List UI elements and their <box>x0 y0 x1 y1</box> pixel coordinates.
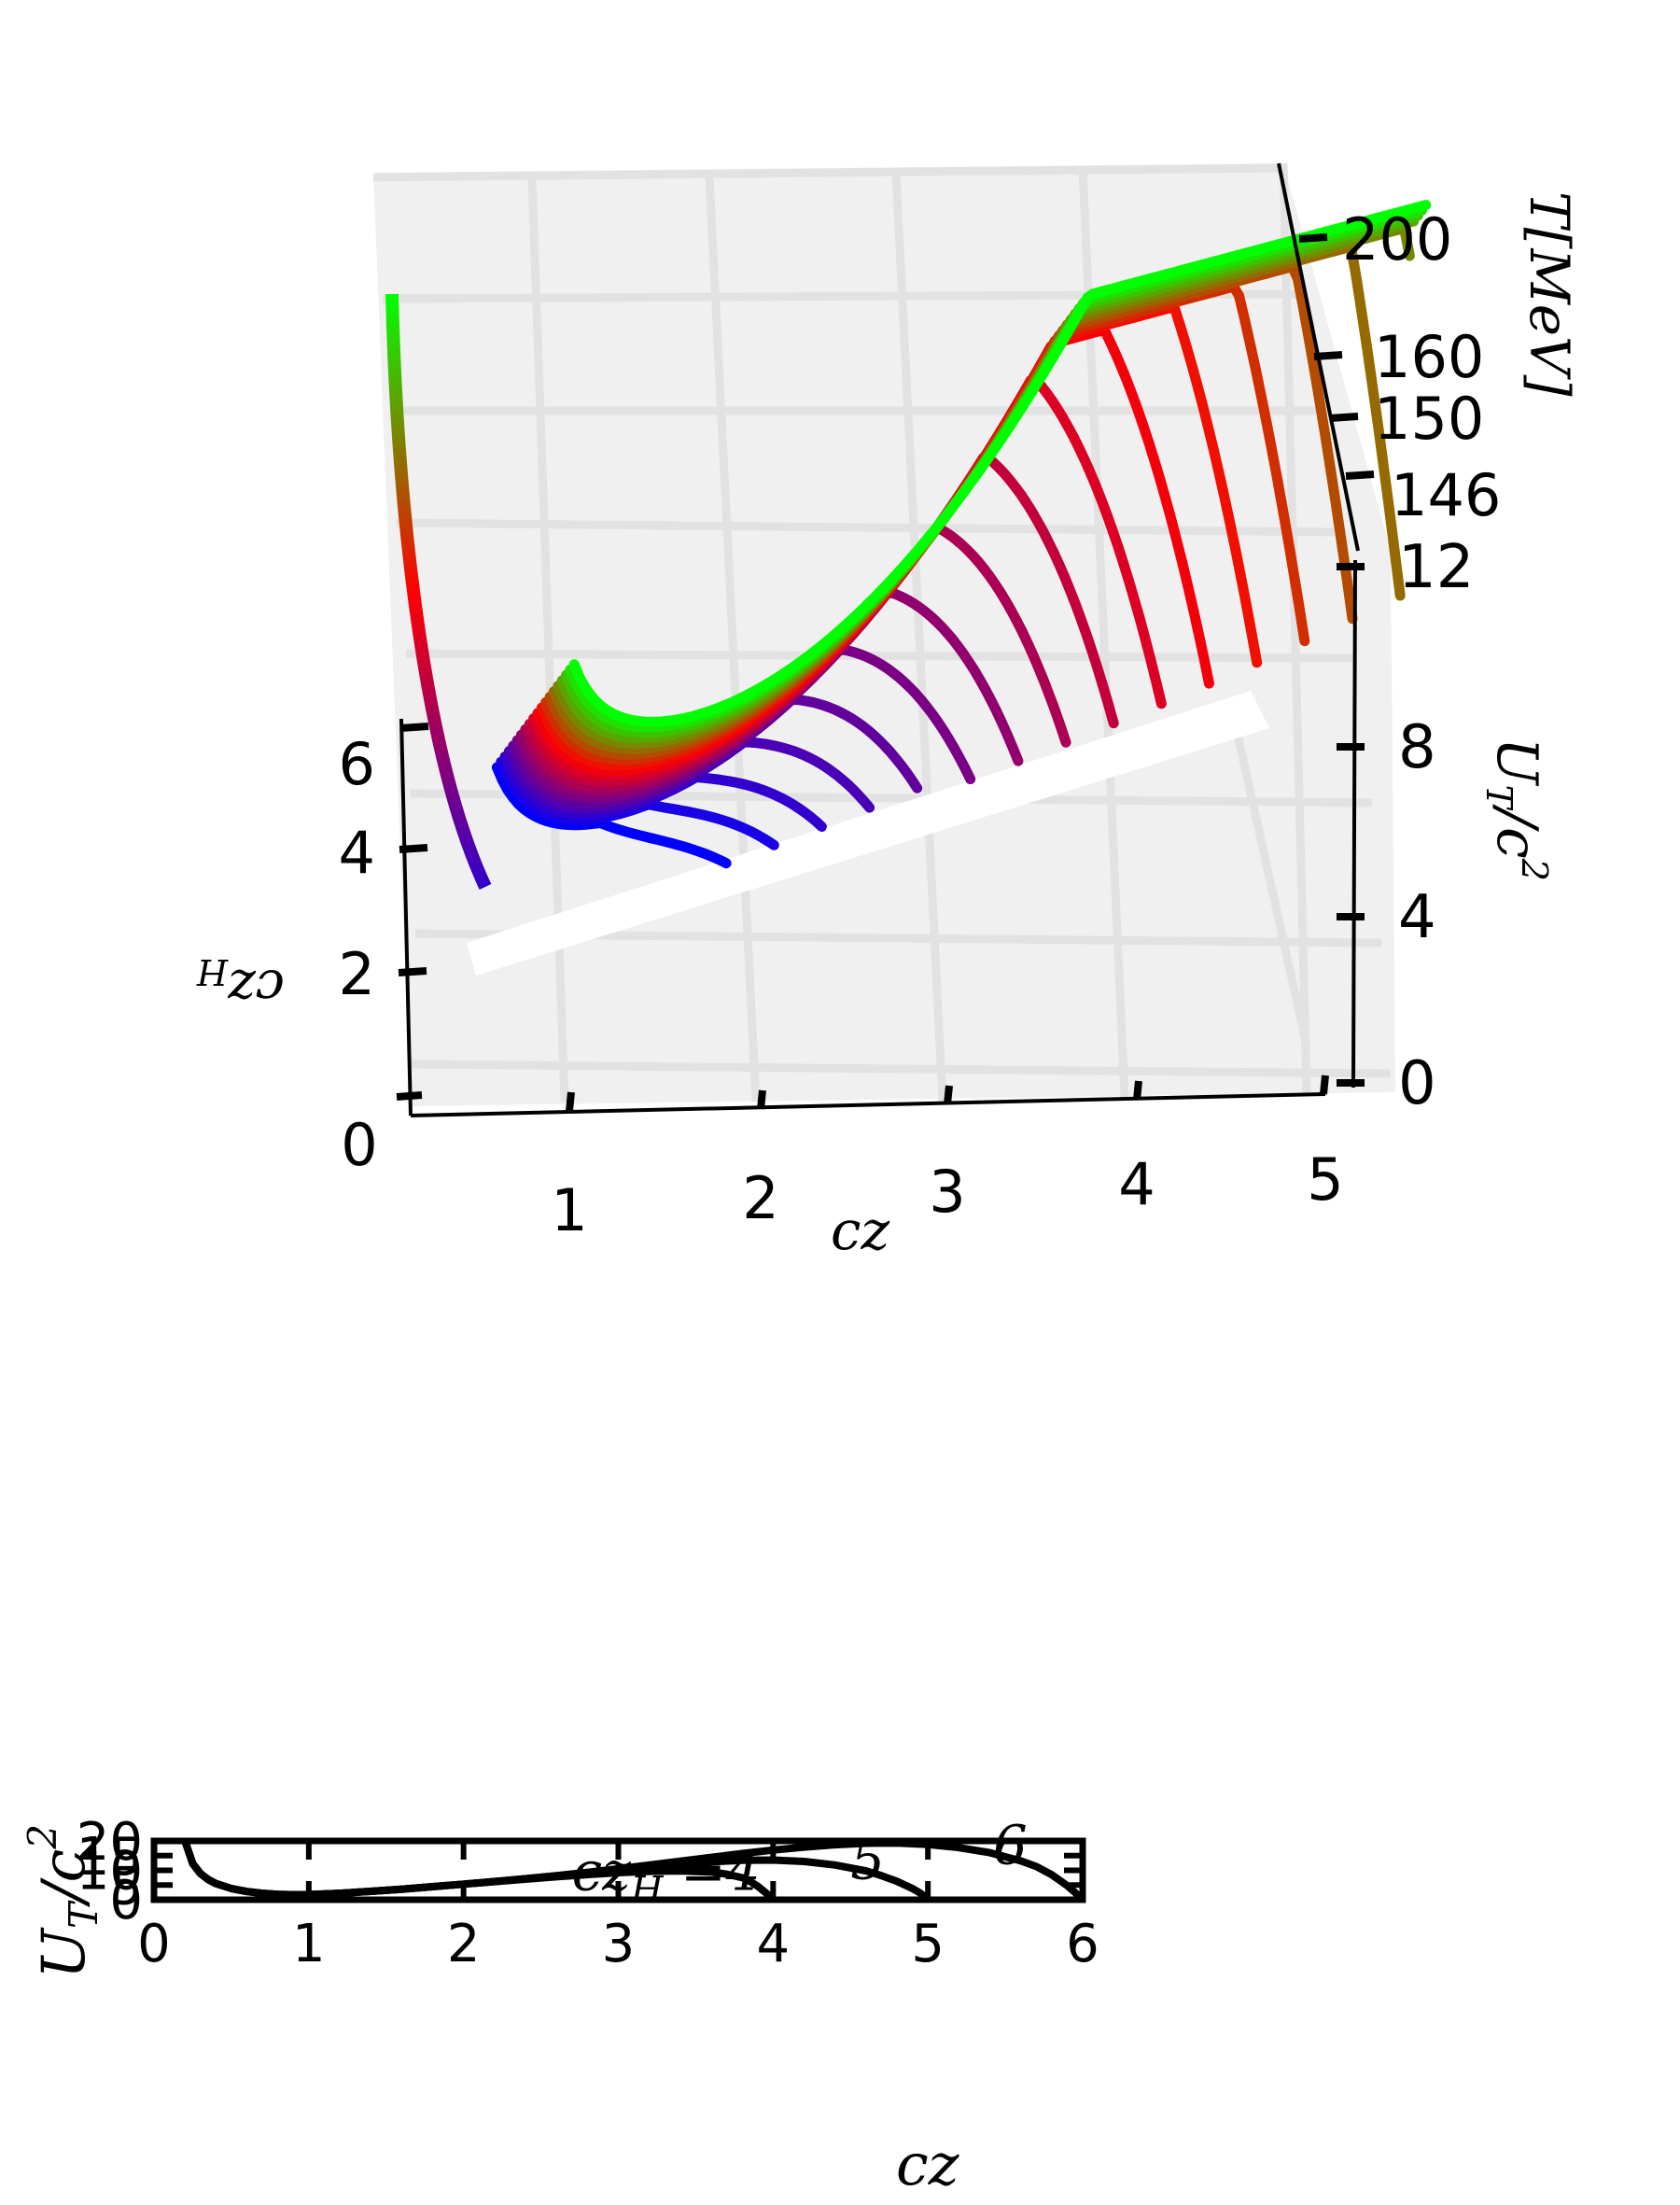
surface-curve <box>568 200 1432 727</box>
y-tick-label: 0 <box>109 1871 143 1931</box>
temperature-tick-mark <box>1329 413 1359 422</box>
back-panel <box>373 163 1395 1106</box>
z-tick-label-3d: 4 <box>1398 883 1436 952</box>
y-tick-label: 10 <box>77 1842 143 1903</box>
series-label-czH-6: 6 <box>993 1813 1028 1876</box>
z-axis-label-3d: UT/c2 <box>1478 737 1555 881</box>
x-axis-label: cz <box>896 2130 959 2198</box>
x-tick-mark-3d <box>566 1091 575 1112</box>
x-tick-label-3d: 0 <box>341 1111 377 1179</box>
temperature-axis-label: T[MeV] <box>1518 191 1581 397</box>
temperature-tick-mark <box>1313 351 1343 360</box>
y-tick-mark-3d-origin <box>396 1091 423 1101</box>
x-tick-mark-3d <box>944 1085 953 1105</box>
temperature-tick-label: 200 <box>1342 205 1452 274</box>
x-tick-label: 6 <box>1066 1914 1099 1974</box>
x-tick-label: 2 <box>447 1914 481 1974</box>
x-tick-label: 3 <box>602 1914 636 1974</box>
y-tick-label: 15 <box>77 1827 143 1888</box>
temperature-tick-label: 146 <box>1391 461 1501 529</box>
y-tick-label-3d: 6 <box>339 730 375 798</box>
x-tick-mark-3d <box>1320 1074 1329 1095</box>
surface-curve <box>491 762 732 869</box>
x-tick-label-3d: 2 <box>742 1164 778 1232</box>
temperature-tick-mark <box>1345 470 1375 480</box>
y-tick-mark-3d <box>399 844 428 853</box>
z-tick-label-3d: 12 <box>1398 533 1474 602</box>
y-tick-label: 20 <box>77 1812 143 1873</box>
floor-shadow <box>467 691 1269 976</box>
y-tick-mark-3d <box>398 967 427 976</box>
x-tick-label-3d: 4 <box>1118 1150 1155 1218</box>
temperature-tick-mark <box>1298 233 1328 243</box>
y-axis-label-3d: czH <box>196 951 285 1018</box>
series-label-czH-4: czH =4 <box>572 1839 761 1912</box>
x-tick-label-3d: 3 <box>929 1158 965 1226</box>
surface-left-wall <box>385 293 492 890</box>
y-tick-mark-3d <box>399 723 429 732</box>
y-axis-label: UT/c2 <box>20 1824 106 1979</box>
temperature-tick-label: 150 <box>1374 385 1484 453</box>
z-tick-label-3d: 8 <box>1398 713 1436 782</box>
x-tick-label: 1 <box>292 1914 326 1974</box>
y-tick-label-3d: 2 <box>339 940 375 1008</box>
temperature-tick-label: 160 <box>1374 323 1484 391</box>
x-axis-label-3d: cz <box>831 1199 889 1262</box>
z-tick-label-3d: 0 <box>1398 1049 1436 1118</box>
x-tick-label: 0 <box>137 1914 171 1974</box>
surface-curves <box>385 200 1432 890</box>
y-tick-label: 5 <box>109 1856 143 1917</box>
x-tick-label: 5 <box>911 1914 945 1974</box>
series-label-czH-5: 5 <box>850 1828 885 1891</box>
x-tick-label-3d: 5 <box>1307 1145 1343 1214</box>
x-tick-mark-3d <box>757 1089 766 1110</box>
series-line-czH-6 <box>181 1839 1085 1903</box>
x-tick-label: 4 <box>757 1914 791 1974</box>
x-tick-mark-3d <box>1133 1080 1142 1101</box>
y-tick-label-3d: 4 <box>339 819 375 887</box>
x-tick-label-3d: 1 <box>551 1176 587 1244</box>
